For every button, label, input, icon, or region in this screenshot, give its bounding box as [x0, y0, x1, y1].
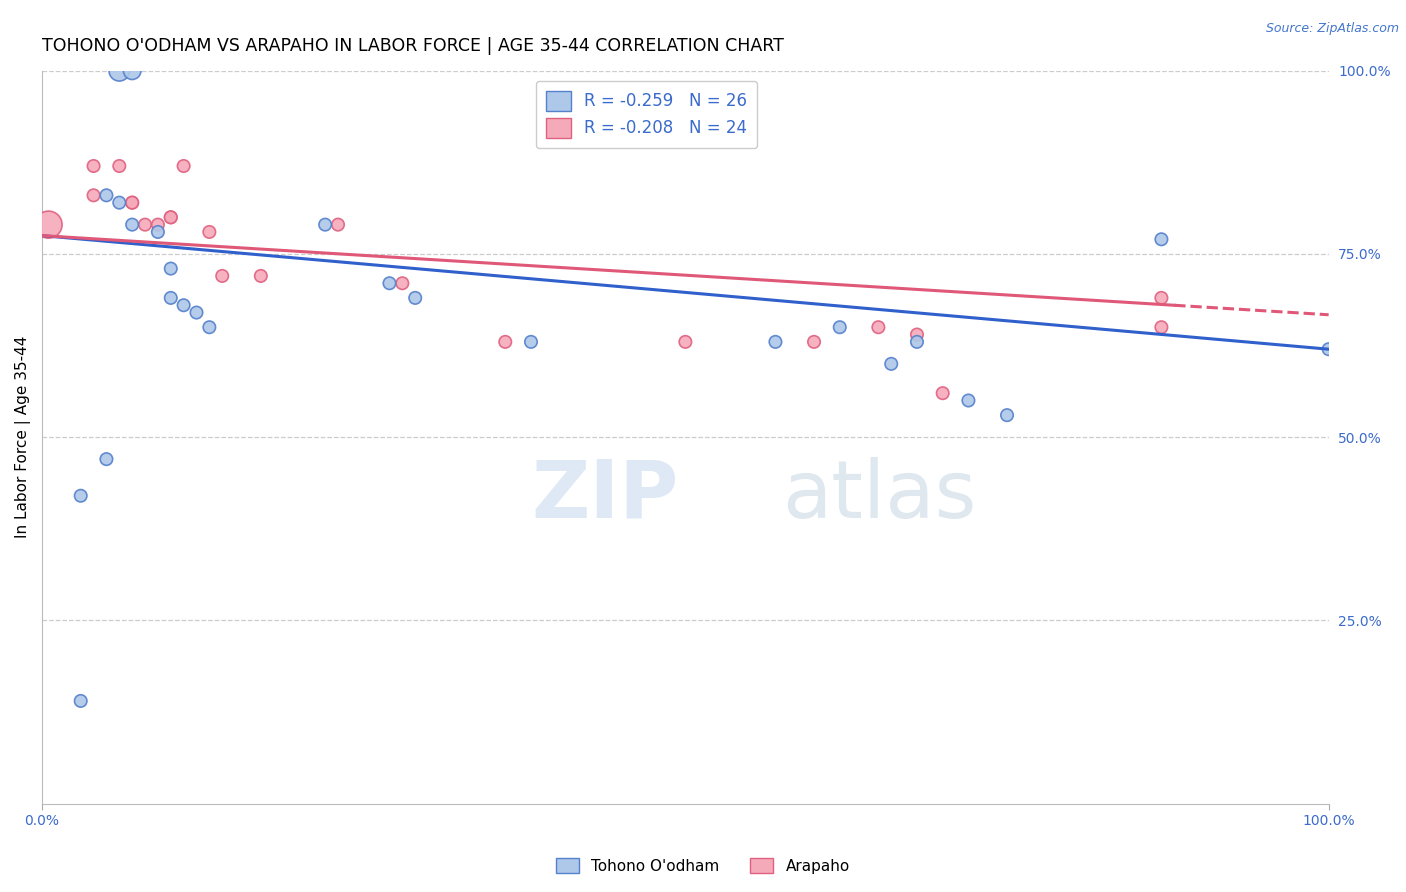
Point: [108, 195, 131, 210]
Text: atlas: atlas: [782, 457, 976, 535]
Point: [520, 334, 543, 349]
Point: [957, 393, 980, 408]
Legend: R = -0.259   N = 26, R = -0.208   N = 24: R = -0.259 N = 26, R = -0.208 N = 24: [536, 80, 758, 148]
Point: [905, 334, 928, 349]
Point: [673, 334, 696, 349]
Text: Source: ZipAtlas.com: Source: ZipAtlas.com: [1265, 22, 1399, 36]
Point: [121, 195, 143, 210]
Point: [880, 357, 903, 371]
Point: [69, 694, 91, 708]
Point: [828, 320, 851, 334]
Point: [211, 268, 233, 283]
Point: [198, 225, 221, 239]
Point: [83, 159, 105, 173]
Text: ZIP: ZIP: [531, 457, 678, 535]
Point: [198, 320, 221, 334]
Point: [765, 334, 787, 349]
Point: [38, 218, 60, 232]
Point: [250, 268, 273, 283]
Point: [995, 408, 1018, 422]
Point: [121, 63, 143, 78]
Point: [326, 218, 349, 232]
Point: [173, 159, 195, 173]
Point: [494, 334, 516, 349]
Point: [378, 277, 401, 291]
Point: [121, 195, 143, 210]
Point: [1317, 342, 1340, 356]
Point: [83, 188, 105, 202]
Point: [905, 327, 928, 342]
Point: [868, 320, 890, 334]
Text: TOHONO O'ODHAM VS ARAPAHO IN LABOR FORCE | AGE 35-44 CORRELATION CHART: TOHONO O'ODHAM VS ARAPAHO IN LABOR FORCE…: [42, 37, 785, 55]
Point: [134, 218, 156, 232]
Point: [96, 188, 118, 202]
Point: [404, 291, 426, 305]
Point: [803, 334, 825, 349]
Point: [186, 305, 208, 319]
Point: [173, 298, 195, 312]
Legend: Tohono O'odham, Arapaho: Tohono O'odham, Arapaho: [550, 852, 856, 880]
Point: [1150, 232, 1173, 246]
Y-axis label: In Labor Force | Age 35-44: In Labor Force | Age 35-44: [15, 336, 31, 538]
Point: [159, 211, 181, 225]
Point: [931, 386, 953, 401]
Point: [1150, 320, 1173, 334]
Point: [69, 489, 91, 503]
Point: [96, 452, 118, 467]
Point: [159, 261, 181, 276]
Point: [1150, 291, 1173, 305]
Point: [314, 218, 336, 232]
Point: [108, 159, 131, 173]
Point: [159, 211, 181, 225]
Point: [146, 218, 169, 232]
Point: [108, 63, 131, 78]
Point: [121, 218, 143, 232]
Point: [391, 277, 413, 291]
Point: [159, 291, 181, 305]
Point: [146, 225, 169, 239]
